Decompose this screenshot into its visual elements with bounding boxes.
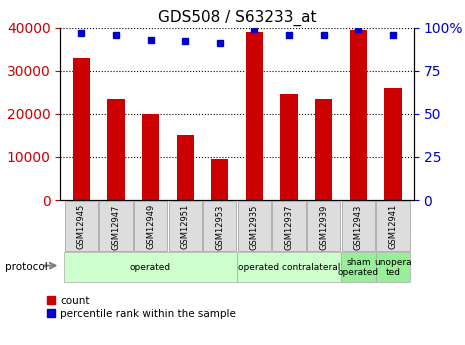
Bar bbox=[107, 99, 125, 200]
FancyBboxPatch shape bbox=[168, 201, 202, 251]
Text: protocol: protocol bbox=[5, 263, 47, 272]
FancyBboxPatch shape bbox=[237, 253, 341, 282]
Text: operated contralateral: operated contralateral bbox=[238, 263, 340, 272]
Bar bbox=[280, 95, 298, 200]
FancyBboxPatch shape bbox=[341, 253, 376, 282]
FancyBboxPatch shape bbox=[307, 201, 340, 251]
Legend: count, percentile rank within the sample: count, percentile rank within the sample bbox=[42, 292, 240, 323]
FancyBboxPatch shape bbox=[65, 201, 98, 251]
Text: operated: operated bbox=[130, 263, 171, 272]
Text: GSM12935: GSM12935 bbox=[250, 204, 259, 250]
Text: GSM12949: GSM12949 bbox=[146, 204, 155, 249]
Bar bbox=[211, 159, 228, 200]
Text: unopera
ted: unopera ted bbox=[374, 258, 412, 277]
Bar bbox=[315, 99, 332, 200]
FancyBboxPatch shape bbox=[64, 253, 237, 282]
FancyBboxPatch shape bbox=[134, 201, 167, 251]
Text: GSM12937: GSM12937 bbox=[285, 204, 293, 250]
Bar bbox=[177, 136, 194, 200]
Text: GSM12941: GSM12941 bbox=[389, 204, 398, 249]
Bar bbox=[246, 32, 263, 200]
Text: GSM12947: GSM12947 bbox=[112, 204, 120, 250]
Bar bbox=[385, 88, 402, 200]
Text: GSM12953: GSM12953 bbox=[215, 204, 224, 250]
FancyBboxPatch shape bbox=[203, 201, 237, 251]
FancyBboxPatch shape bbox=[377, 201, 410, 251]
FancyBboxPatch shape bbox=[99, 201, 133, 251]
FancyBboxPatch shape bbox=[238, 201, 271, 251]
Text: GSM12939: GSM12939 bbox=[319, 204, 328, 250]
Bar bbox=[350, 30, 367, 200]
FancyBboxPatch shape bbox=[272, 201, 306, 251]
Bar bbox=[73, 58, 90, 200]
Title: GDS508 / S63233_at: GDS508 / S63233_at bbox=[158, 10, 316, 26]
Text: sham
operated: sham operated bbox=[338, 258, 379, 277]
Bar bbox=[142, 114, 159, 200]
Text: GSM12951: GSM12951 bbox=[181, 204, 190, 249]
Text: GSM12943: GSM12943 bbox=[354, 204, 363, 250]
Text: GSM12945: GSM12945 bbox=[77, 204, 86, 249]
FancyBboxPatch shape bbox=[342, 201, 375, 251]
FancyBboxPatch shape bbox=[376, 253, 411, 282]
